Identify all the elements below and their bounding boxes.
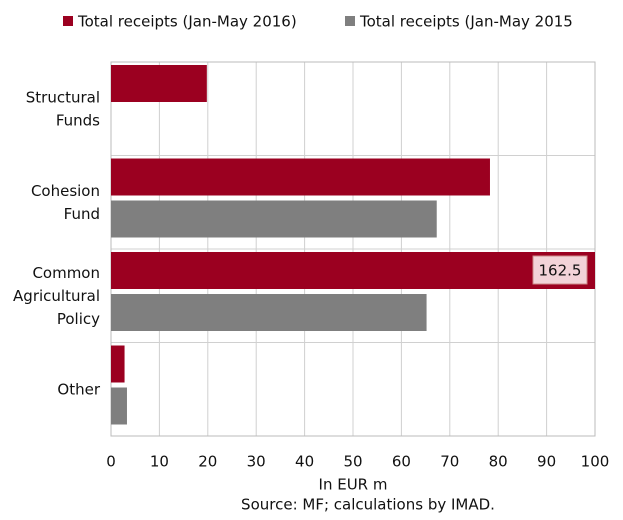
category-label: Structural Funds [26, 88, 100, 129]
value-label-bg [532, 255, 588, 285]
x-tick-label: 10 [150, 453, 169, 471]
category-label: Cohesion Fund [31, 181, 100, 222]
x-tick-label: 80 [489, 453, 508, 471]
x-axis-label: In EUR m [319, 476, 388, 494]
x-tick-label: 70 [440, 453, 459, 471]
bar [111, 65, 207, 102]
legend-swatch [63, 16, 73, 26]
bar [111, 387, 127, 425]
x-tick-label: 60 [392, 453, 411, 471]
category-label-line: Common [32, 263, 100, 281]
category-label-line: Fund [64, 204, 100, 222]
bar [111, 294, 427, 331]
legend-label: Total receipts (Jan-May 2015 [359, 13, 573, 31]
source-note: Source: MF; calculations by IMAD. [241, 496, 495, 514]
bar [111, 252, 595, 289]
x-tick-label: 20 [198, 453, 217, 471]
category-label-line: Funds [56, 111, 100, 129]
legend-label: Total receipts (Jan-May 2016) [77, 13, 297, 31]
bar [111, 345, 125, 383]
x-tick-label: 90 [537, 453, 556, 471]
bars [111, 65, 595, 425]
category-label-line: Policy [57, 309, 100, 327]
x-tick-label: 0 [106, 453, 116, 471]
legend-swatch [345, 16, 355, 26]
x-tick-label: 30 [247, 453, 266, 471]
category-label: Other [57, 380, 100, 398]
plot-frame [110, 61, 596, 437]
value-label: 162.5 [539, 262, 582, 280]
category-label-line: Structural [26, 88, 100, 106]
category-label: Common Agricultural Policy [13, 263, 100, 327]
x-tick-label: 40 [295, 453, 314, 471]
x-tick-label: 50 [343, 453, 362, 471]
x-tick-label: 100 [581, 453, 610, 471]
category-label-line: Cohesion [31, 181, 100, 199]
bar [111, 158, 490, 196]
bar [111, 200, 437, 238]
category-label-line: Agricultural [13, 286, 100, 304]
category-label-line: Other [57, 380, 100, 398]
